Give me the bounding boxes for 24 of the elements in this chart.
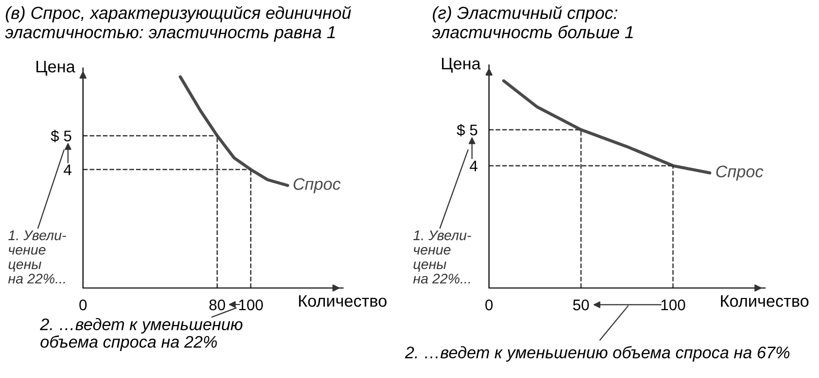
x-tick-label: 80 <box>209 300 226 310</box>
text: 2. …ведет к уменьшению объема спроса на 67% <box>404 346 790 362</box>
line-series <box>502 79 712 174</box>
x-axis-title: Количество <box>299 295 387 307</box>
x-tick-label: 0 <box>485 300 493 310</box>
x-tick-label: 100 <box>661 300 686 310</box>
x-tick-label: 0 <box>79 300 87 310</box>
y-axis-title: Цена <box>442 58 481 73</box>
text: 1. Увели- чение цены на 22%... <box>8 230 66 284</box>
y-tick-label: 4 <box>64 164 72 176</box>
y-axis-title: Цена <box>36 60 76 76</box>
text: 1. Увели- чение цены на 22%... <box>413 230 472 284</box>
line-series <box>178 75 290 187</box>
chart-title: (г) Эластичный спрос: эластичность больше 1 <box>432 6 633 38</box>
x-tick-label: 100 <box>239 300 263 310</box>
text: 2. …ведет к уменьшению объема спроса на 22% <box>40 318 242 352</box>
y-tick-label: 4 <box>470 160 478 172</box>
series-label: Спрос <box>716 166 764 181</box>
series-label: Спрос <box>294 178 341 194</box>
y-tick-label: $ 5 <box>50 130 72 142</box>
y-tick-label: $ 5 <box>456 124 478 136</box>
x-tick-label: 50 <box>573 300 589 310</box>
chart-title: (в) Спрос, характеризующийся единичной эластичностью: эластичность равна 1 <box>5 6 351 42</box>
x-axis-title: Количество <box>721 295 808 307</box>
